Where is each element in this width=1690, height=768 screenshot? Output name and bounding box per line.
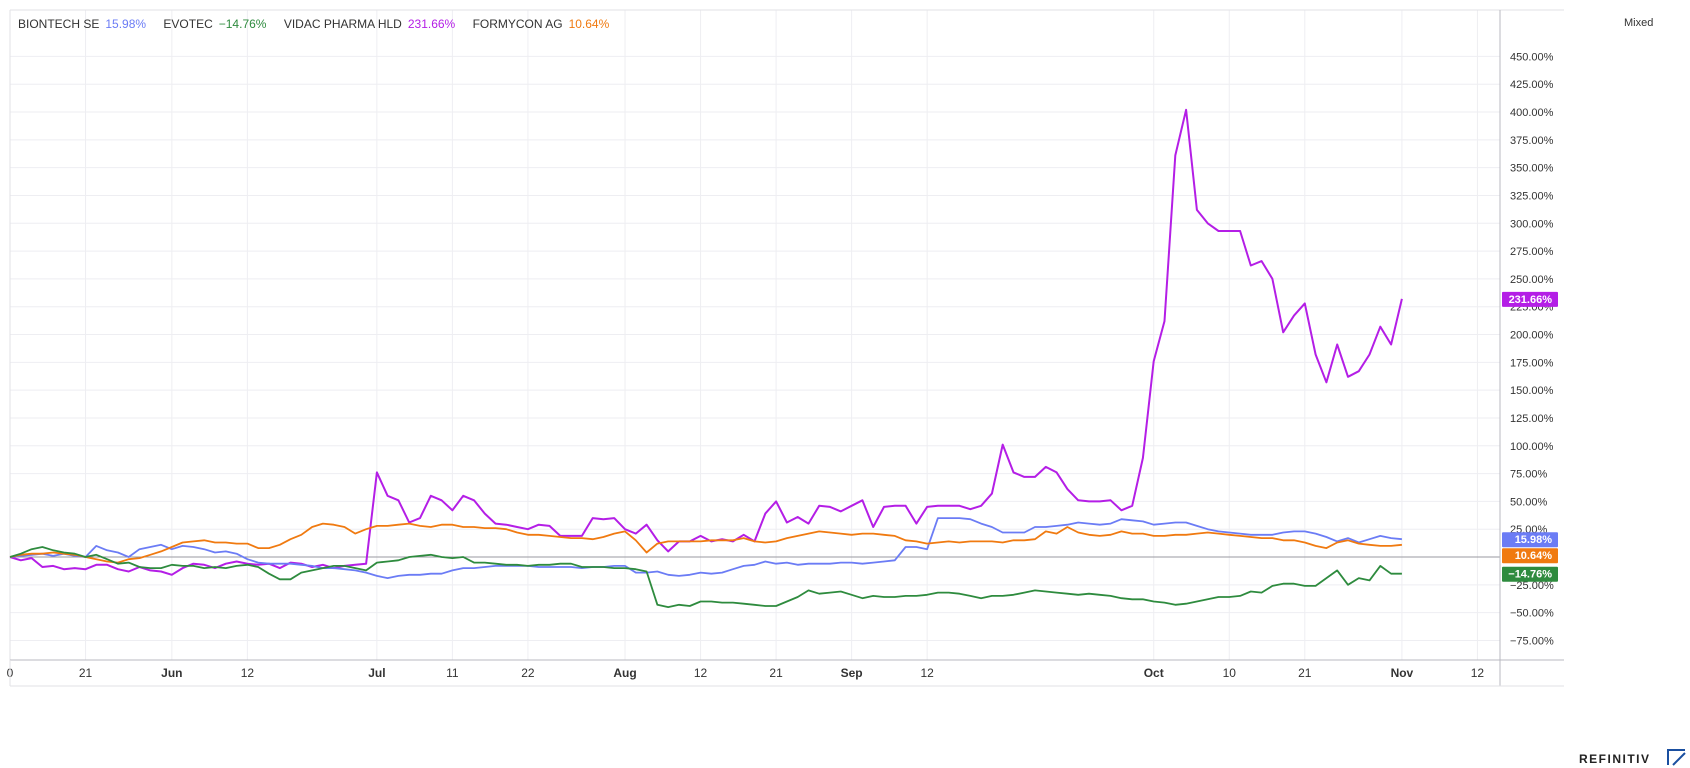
axes: −75.00%−50.00%−25.00%25.00%50.00%75.00%1…	[7, 9, 1564, 687]
y-tick-label: 100.00%	[1510, 441, 1554, 453]
x-tick-label: Oct	[1144, 666, 1164, 680]
x-tick-label: 12	[920, 666, 934, 680]
brand-logo-text: REFINITIV	[1579, 752, 1651, 766]
x-tick-label: 21	[769, 666, 783, 680]
y-tick-label: 375.00%	[1510, 135, 1554, 147]
legend: BIONTECH SE 15.98% EVOTEC −14.76% VIDAC PH…	[18, 17, 623, 31]
gridlines	[9, 10, 1500, 660]
x-tick-label: Jun	[161, 666, 182, 680]
x-tick-label: 11	[446, 666, 459, 680]
x-tick-label: 21	[1298, 666, 1312, 680]
y-tick-label: −25.00%	[1510, 580, 1554, 592]
last-value-badge	[1502, 291, 1558, 307]
y-tick-label: 250.00%	[1510, 274, 1554, 286]
scale-mode-label[interactable]: Mixed	[1624, 17, 1654, 29]
brand-mark-icon	[1667, 749, 1686, 766]
y-tick-label: 50.00%	[1510, 496, 1548, 508]
series-line-vidac-pharma-hld	[9, 108, 1403, 576]
last-value-text: 15.98%	[1515, 534, 1553, 546]
x-tick-label: 10	[1223, 666, 1237, 680]
last-value-labels: 231.66% 15.98% 10.64% −14.76%	[1502, 291, 1558, 582]
legend-name: EVOTEC	[163, 17, 213, 31]
legend-value: −14.76%	[218, 17, 267, 31]
series-lines	[9, 108, 1403, 608]
y-tick-label: 125.00%	[1510, 413, 1554, 425]
y-tick-label: 450.00%	[1510, 51, 1554, 63]
y-tick-label: 200.00%	[1510, 330, 1554, 342]
x-tick-label: 21	[79, 666, 93, 680]
last-value-text: 10.64%	[1515, 550, 1553, 562]
series-line-biontech-se	[9, 517, 1402, 579]
series-line-formycon-ag	[9, 522, 1402, 564]
legend-name: FORMYCON AG	[472, 17, 563, 31]
legend-item-vidac[interactable]: VIDAC PHARMA HLD 231.66%	[284, 17, 455, 31]
legend-item-evotec[interactable]: EVOTEC −14.76%	[163, 17, 266, 31]
y-tick-label: 300.00%	[1510, 218, 1554, 230]
legend-item-formycon[interactable]: FORMYCON AG 10.64%	[473, 17, 610, 31]
x-tick-label: 12	[241, 666, 255, 680]
x-tick-label: Nov	[1391, 666, 1414, 680]
legend-name: VIDAC PHARMA HLD	[283, 17, 402, 31]
last-value-badge	[1502, 566, 1558, 582]
legend-value: 231.66%	[407, 17, 456, 31]
y-tick-label: 350.00%	[1510, 163, 1554, 175]
y-tick-label: 275.00%	[1510, 246, 1554, 258]
last-value-text: −14.76%	[1508, 569, 1552, 581]
last-value-badge	[1502, 548, 1558, 564]
y-tick-label: 325.00%	[1510, 190, 1554, 202]
y-tick-label: −50.00%	[1510, 608, 1554, 620]
y-tick-label: 150.00%	[1510, 385, 1554, 397]
legend-value: 15.98%	[105, 17, 147, 31]
y-tick-label: −75.00%	[1510, 635, 1554, 647]
x-tick-label: Jul	[368, 666, 385, 680]
y-tick-label: 175.00%	[1510, 357, 1554, 369]
y-tick-label: 400.00%	[1510, 107, 1554, 119]
legend-name: BIONTECH SE	[18, 17, 100, 31]
x-tick-label: 12	[1471, 666, 1485, 680]
last-value-text: 231.66%	[1509, 294, 1553, 306]
last-value-badge	[1502, 532, 1558, 548]
x-tick-label: Sep	[841, 666, 863, 680]
series-line-evotec	[9, 546, 1402, 608]
x-tick-label: Aug	[613, 666, 636, 680]
x-tick-label: 12	[694, 666, 708, 680]
legend-item-biontech[interactable]: BIONTECH SE 15.98%	[18, 17, 146, 31]
y-tick-label: 425.00%	[1510, 79, 1554, 91]
y-tick-label: 75.00%	[1510, 469, 1548, 481]
legend-value: 10.64%	[568, 17, 610, 31]
x-tick-label: 22	[521, 666, 535, 680]
